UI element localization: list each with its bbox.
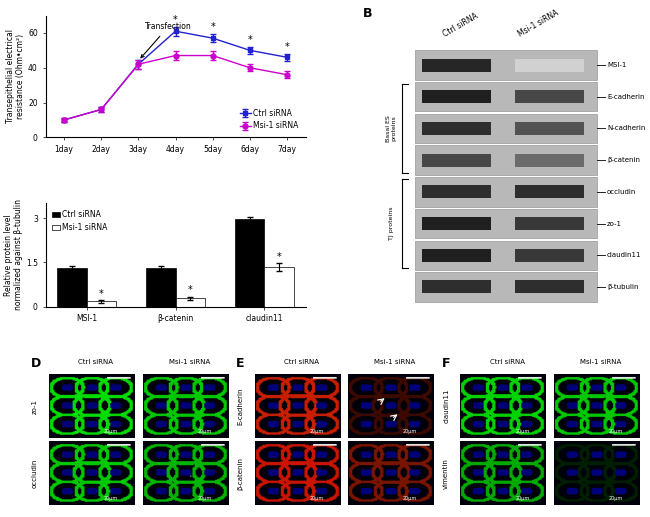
Text: β-tubulin: β-tubulin <box>607 284 638 290</box>
Text: *: * <box>285 42 289 52</box>
Text: β-catenin: β-catenin <box>238 457 244 490</box>
Bar <box>422 185 491 199</box>
Bar <box>515 90 584 103</box>
Text: Transfection: Transfection <box>141 22 192 58</box>
Text: F: F <box>442 357 450 370</box>
Text: vimentin: vimentin <box>443 458 449 489</box>
Bar <box>422 58 491 72</box>
Bar <box>176 298 205 307</box>
Bar <box>415 82 597 112</box>
Text: zo-1: zo-1 <box>607 221 622 226</box>
Text: claudin11: claudin11 <box>607 252 642 258</box>
Text: Ctrl siRNA: Ctrl siRNA <box>489 359 525 364</box>
Text: β-catenin: β-catenin <box>607 157 640 163</box>
Text: *: * <box>99 289 104 299</box>
Text: occludin: occludin <box>32 459 38 488</box>
Bar <box>515 122 584 135</box>
Text: D: D <box>31 357 41 370</box>
Bar <box>265 267 294 307</box>
Text: *: * <box>248 35 252 45</box>
Legend: Ctrl siRNA, Msi-1 siRNA: Ctrl siRNA, Msi-1 siRNA <box>49 207 110 235</box>
Bar <box>57 268 86 307</box>
Bar <box>86 301 116 307</box>
Text: Msi-1 siRNA: Msi-1 siRNA <box>169 359 210 364</box>
Text: *: * <box>173 15 178 25</box>
Text: Ctrl siRNA: Ctrl siRNA <box>441 11 479 39</box>
Bar <box>515 217 584 230</box>
Y-axis label: Relative protein level
normalized against β-tubulin: Relative protein level normalized agains… <box>4 200 23 311</box>
Text: B: B <box>363 7 372 20</box>
Text: N-cadherin: N-cadherin <box>607 126 645 131</box>
Bar <box>415 209 597 238</box>
Text: occludin: occludin <box>607 189 636 195</box>
Text: MSI-1: MSI-1 <box>607 62 627 68</box>
Text: *: * <box>210 22 215 32</box>
Bar <box>415 145 597 175</box>
Bar <box>415 177 597 206</box>
Bar <box>415 51 597 80</box>
Legend: Ctrl siRNA, Msi-1 siRNA: Ctrl siRNA, Msi-1 siRNA <box>237 105 302 133</box>
Text: zo-1: zo-1 <box>32 399 38 414</box>
Text: Basal ES
proteins: Basal ES proteins <box>386 115 396 142</box>
Text: Ctrl siRNA: Ctrl siRNA <box>284 359 319 364</box>
Text: *: * <box>277 251 281 262</box>
Bar <box>515 185 584 199</box>
Text: Msi-1 siRNA: Msi-1 siRNA <box>374 359 415 364</box>
Text: TJ proteins: TJ proteins <box>389 207 394 240</box>
Text: E: E <box>236 357 244 370</box>
Bar <box>415 272 597 301</box>
Bar <box>515 154 584 167</box>
Bar <box>415 114 597 143</box>
Bar <box>422 249 491 262</box>
Text: *: * <box>188 285 192 295</box>
Bar <box>515 280 584 294</box>
Bar <box>235 220 265 307</box>
Bar <box>146 268 176 307</box>
Text: E-cadherin: E-cadherin <box>238 387 244 425</box>
Bar <box>422 154 491 167</box>
Y-axis label: Transepithelial electrical
resistance (Ohm•cm²): Transepithelial electrical resistance (O… <box>6 29 25 124</box>
Text: E-cadherin: E-cadherin <box>607 94 645 100</box>
Bar <box>415 240 597 270</box>
Bar <box>422 217 491 230</box>
Bar <box>515 58 584 72</box>
Bar <box>422 280 491 294</box>
Text: Msi-1 siRNA: Msi-1 siRNA <box>580 359 621 364</box>
Bar <box>515 249 584 262</box>
Text: Ctrl siRNA: Ctrl siRNA <box>79 359 114 364</box>
Bar <box>422 122 491 135</box>
Text: claudin11: claudin11 <box>443 389 449 423</box>
Bar <box>422 90 491 103</box>
Text: Msi-1 siRNA: Msi-1 siRNA <box>517 8 560 39</box>
